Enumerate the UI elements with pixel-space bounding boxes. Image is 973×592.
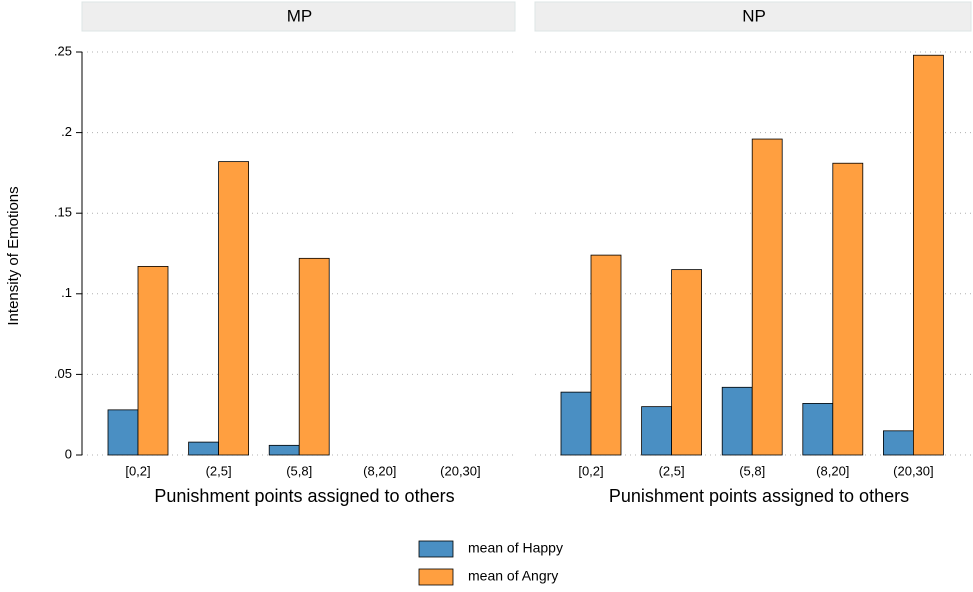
y-tick-label: .2	[61, 124, 72, 139]
panel-header	[81, 1, 516, 32]
x-tick-label: (8,20]	[816, 463, 849, 478]
y-tick-label: 0	[65, 446, 72, 461]
bar	[268, 444, 300, 456]
bar	[218, 161, 250, 456]
bar	[832, 162, 864, 456]
bar	[641, 406, 672, 456]
bar	[298, 257, 330, 456]
bar	[107, 409, 139, 456]
x-axis-label: Punishment points assigned to others	[609, 486, 909, 506]
bar	[721, 386, 753, 456]
panel-header	[534, 1, 972, 32]
bar	[137, 265, 169, 456]
bar	[883, 430, 914, 456]
x-tick-label: (2,5]	[206, 463, 232, 478]
bar	[560, 391, 592, 456]
x-tick-label: [0,2]	[578, 463, 603, 478]
x-tick-label: (20,30]	[440, 463, 480, 478]
x-tick-label: (2,5]	[659, 463, 685, 478]
bar	[671, 269, 702, 456]
y-tick-label: .05	[54, 366, 72, 381]
bar	[751, 138, 783, 456]
y-tick-label: .15	[54, 205, 72, 220]
y-tick-label: .25	[54, 43, 72, 58]
x-tick-label: [0,2]	[125, 463, 150, 478]
bar	[802, 403, 834, 456]
x-tick-label: (5,8]	[286, 463, 312, 478]
y-axis-label: Intensity of Emotions	[5, 186, 22, 325]
panel-title: NP	[742, 6, 766, 25]
x-tick-label: (8,20]	[363, 463, 396, 478]
bar	[188, 441, 220, 456]
y-tick-label: .1	[61, 285, 72, 300]
legend-label: mean of Angry	[468, 568, 558, 584]
panel-title: MP	[287, 6, 313, 25]
bar	[590, 254, 622, 456]
x-tick-label: (5,8]	[739, 463, 765, 478]
legend-label: mean of Happy	[468, 540, 563, 556]
x-axis-label: Punishment points assigned to others	[154, 486, 454, 506]
bar	[913, 54, 944, 456]
legend-swatch	[418, 568, 454, 586]
legend-swatch	[418, 540, 454, 558]
x-tick-label: (20,30]	[893, 463, 933, 478]
